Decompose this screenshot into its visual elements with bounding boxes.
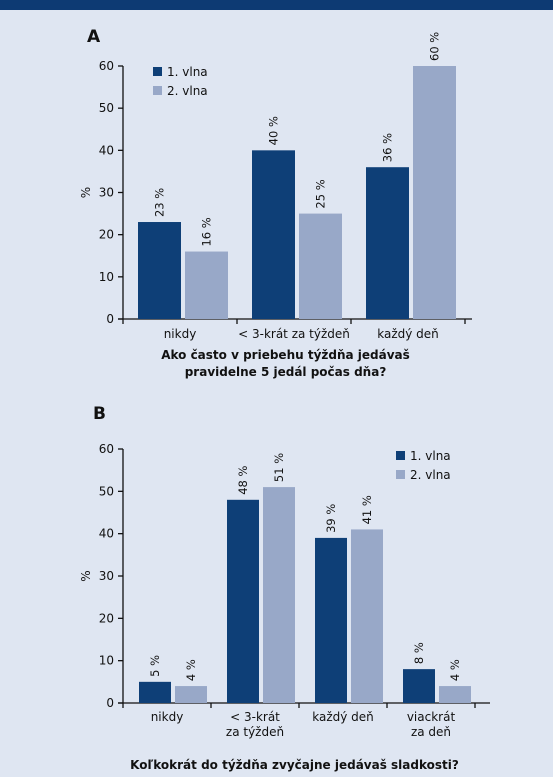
chart-a-bar-value-label: 23 % xyxy=(153,188,167,217)
chart-a-y-axis-label: % xyxy=(79,187,93,198)
chart-a-category-label: každý deň xyxy=(377,327,439,341)
chart-b-panel-label: B xyxy=(93,404,106,424)
chart-a-y-tick-label: 20 xyxy=(99,228,114,242)
chart-b-y-tick-label: 30 xyxy=(99,569,114,583)
chart-a-title: pravidelne 5 jedál počas dňa? xyxy=(185,365,387,379)
chart-b-bar-value-label: 41 % xyxy=(360,495,374,524)
chart-a-bar xyxy=(366,167,409,319)
chart-a-title: Ako často v priebehu týždňa jedávaš xyxy=(161,348,410,362)
chart-a-y-tick-label: 0 xyxy=(106,312,114,326)
chart-a-legend-label: 1. vlna xyxy=(167,65,208,79)
chart-a-bar-value-label: 40 % xyxy=(267,116,281,145)
chart-b-y-tick-label: 10 xyxy=(99,654,114,668)
chart-b-bar-value-label: 48 % xyxy=(236,466,250,495)
chart-b-y-tick-label: 50 xyxy=(99,484,114,498)
chart-b-bar xyxy=(403,669,435,703)
chart-b-y-tick-label: 60 xyxy=(99,442,114,456)
chart-a-category-label: < 3-krát za týždeň xyxy=(238,327,350,341)
chart-a-panel-label: A xyxy=(87,27,101,47)
chart-a-bar xyxy=(138,222,181,319)
chart-b-title: Koľkokrát do týždňa zvyčajne jedávaš sla… xyxy=(130,758,459,772)
chart-b-bar-value-label: 4 % xyxy=(184,659,198,681)
chart-a-y-tick-label: 10 xyxy=(99,270,114,284)
chart-b-legend-swatch xyxy=(396,470,405,479)
chart-a-legend-label: 2. vlna xyxy=(167,84,208,98)
chart-b-legend-swatch xyxy=(396,451,405,460)
chart-a-bar xyxy=(185,251,228,319)
chart-b-y-axis-label: % xyxy=(79,570,93,581)
chart-b-category-label: za týždeň xyxy=(226,725,284,739)
chart-b-category-label: každý deň xyxy=(312,710,374,724)
chart-b-bar xyxy=(227,499,259,703)
chart-b-category-label: za deň xyxy=(411,725,451,739)
chart-b-y-tick-label: 40 xyxy=(99,527,114,541)
chart-b-bar xyxy=(175,686,207,703)
chart-b-bar-value-label: 51 % xyxy=(272,453,286,482)
chart-a-y-tick-label: 40 xyxy=(99,143,114,157)
chart-a-legend-swatch xyxy=(153,86,162,95)
chart-b-bar-value-label: 8 % xyxy=(412,642,426,664)
chart-b-bar xyxy=(439,686,471,703)
chart-a-category-label: nikdy xyxy=(164,327,197,341)
chart-b-bar xyxy=(263,487,295,703)
chart-b-category-label: < 3-krát xyxy=(230,710,280,724)
chart-a-bar-value-label: 25 % xyxy=(314,179,328,208)
chart-b-legend-label: 2. vlna xyxy=(410,468,451,482)
chart-a-y-tick-label: 50 xyxy=(99,101,114,115)
chart-a-bar-value-label: 16 % xyxy=(200,217,214,246)
chart-b-bar xyxy=(315,537,347,703)
chart-a-bar xyxy=(299,213,342,319)
chart-a-bar xyxy=(413,66,456,319)
chart-b-category-label: viackrát xyxy=(407,710,456,724)
chart-b-y-tick-label: 0 xyxy=(106,696,114,710)
chart-a-y-tick-label: 60 xyxy=(99,59,114,73)
top-bar xyxy=(0,0,553,10)
chart-a-bar xyxy=(252,150,295,319)
chart-b-bar xyxy=(351,529,383,703)
chart-b-legend-label: 1. vlna xyxy=(410,449,451,463)
chart-b-y-tick-label: 20 xyxy=(99,611,114,625)
chart-b-bar-value-label: 4 % xyxy=(448,659,462,681)
chart-a-bar-value-label: 60 % xyxy=(428,32,442,61)
chart-b-category-label: nikdy xyxy=(151,710,184,724)
chart-b-bar xyxy=(139,681,171,703)
chart-a-legend-swatch xyxy=(153,67,162,76)
chart-a-y-tick-label: 30 xyxy=(99,186,114,200)
chart-b-bar-value-label: 39 % xyxy=(324,504,338,533)
chart-a-bar-value-label: 36 % xyxy=(381,133,395,162)
chart-b-bar-value-label: 5 % xyxy=(148,655,162,677)
